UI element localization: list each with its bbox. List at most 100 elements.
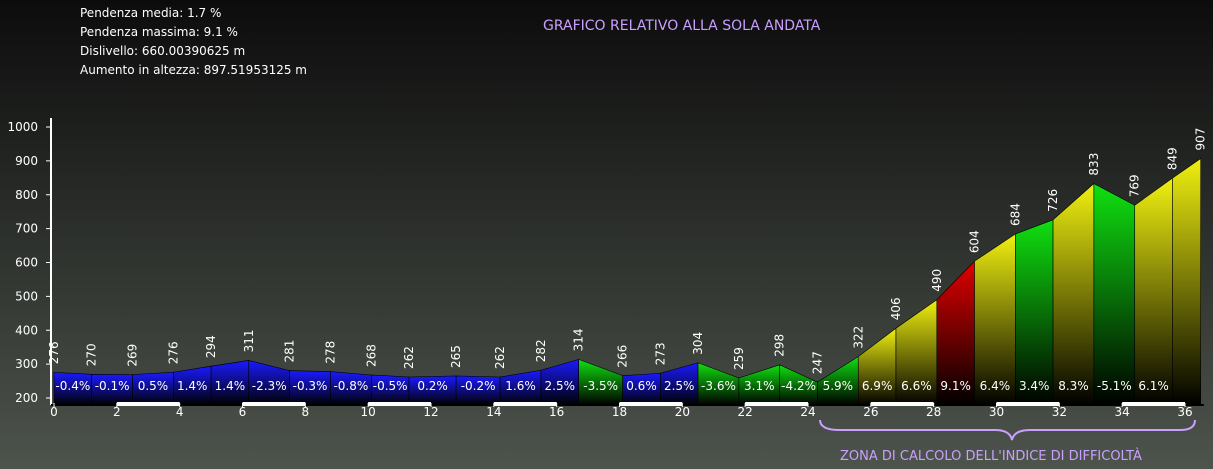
y-tick-label: 300: [15, 357, 38, 371]
elevation-label: 276: [47, 341, 61, 364]
elevation-label: 270: [85, 343, 99, 366]
y-tick-label: 400: [15, 323, 38, 337]
elevation-label: 769: [1128, 174, 1142, 197]
info-line: Pendenza massima: 9.1 %: [80, 25, 238, 39]
axis-band: [368, 402, 431, 406]
gradient-label: -0.4%: [55, 379, 90, 393]
elevation-label: 849: [1165, 147, 1179, 170]
elevation-label: 247: [810, 351, 824, 374]
profile-segment: [1015, 219, 1054, 406]
x-tick-label: 36: [1177, 405, 1192, 419]
x-tick-label: 20: [675, 405, 690, 419]
info-line: Aumento in altezza: 897.51953125 m: [80, 63, 307, 77]
profile-segment: [1134, 177, 1173, 406]
elevation-label: 304: [691, 332, 705, 355]
elevation-label: 262: [493, 346, 507, 369]
gradient-label: 6.6%: [901, 379, 932, 393]
x-tick-label: 28: [926, 405, 941, 419]
gradient-label: 0.5%: [138, 379, 169, 393]
annotation: ZONA DI CALCOLO DELL'INDICE DI DIFFICOLT…: [840, 448, 1142, 464]
elevation-label: 266: [616, 345, 630, 368]
elevation-label: 294: [204, 335, 218, 358]
y-tick-label: 900: [15, 154, 38, 168]
profile-segment: [1093, 183, 1136, 406]
info-line: Pendenza media: 1.7 %: [80, 6, 221, 20]
axis-band: [870, 402, 934, 406]
gradient-label: 1.4%: [177, 379, 208, 393]
axis-band: [116, 402, 180, 406]
x-tick-label: 26: [863, 405, 878, 419]
y-tick-label: 1000: [7, 120, 38, 134]
gradient-label: -0.8%: [333, 379, 368, 393]
x-tick-label: 24: [800, 405, 815, 419]
x-tick-label: 22: [738, 405, 753, 419]
elevation-label: 273: [653, 342, 667, 365]
gradient-label: 2.5%: [545, 379, 576, 393]
gradient-label: -0.3%: [293, 379, 328, 393]
x-tick-label: 10: [361, 405, 376, 419]
elevation-label: 268: [364, 344, 378, 367]
x-tick-label: 2: [113, 405, 121, 419]
elevation-label: 282: [534, 339, 548, 362]
elevation-label: 265: [449, 345, 463, 368]
elevation-label: 314: [572, 328, 586, 351]
elevation-label: 311: [242, 329, 256, 352]
chart-title: GRAFICO RELATIVO ALLA SOLA ANDATA: [543, 18, 821, 34]
elevation-label: 490: [930, 269, 944, 292]
y-tick-label: 700: [15, 222, 38, 236]
x-tick-label: 16: [549, 405, 564, 419]
y-tick-label: 200: [15, 391, 38, 405]
x-tick-label: 30: [989, 405, 1004, 419]
elevation-label: 322: [851, 326, 865, 349]
y-tick-label: 800: [15, 188, 38, 202]
gradient-label: -0.1%: [95, 379, 130, 393]
elevation-label: 298: [773, 334, 787, 357]
gradient-label: 6.9%: [862, 379, 893, 393]
elevation-label: 278: [323, 341, 337, 364]
x-tick-label: 18: [612, 405, 627, 419]
elevation-label: 276: [166, 341, 180, 364]
gradient-label: 5.9%: [823, 379, 854, 393]
gradient-label: 1.4%: [215, 379, 246, 393]
gradient-label: 6.4%: [980, 379, 1011, 393]
elevation-label: 262: [402, 346, 416, 369]
info-line: Dislivello: 660.00390625 m: [80, 44, 245, 58]
gradient-label: 6.1%: [1138, 379, 1169, 393]
gradient-label: -2.3%: [252, 379, 287, 393]
x-tick-label: 34: [1115, 405, 1130, 419]
gradient-label: 3.1%: [744, 379, 775, 393]
y-tick-label: 600: [15, 256, 38, 270]
x-tick-label: 12: [423, 405, 438, 419]
profile-segment: [1052, 182, 1095, 406]
gradient-label: 2.5%: [664, 379, 695, 393]
x-tick-label: 0: [50, 405, 58, 419]
axis-band: [493, 402, 557, 406]
x-tick-label: 6: [239, 405, 247, 419]
axis-band: [619, 402, 683, 406]
elevation-label: 269: [126, 344, 140, 367]
elevation-label: 684: [1008, 203, 1022, 226]
elevation-label: 281: [283, 340, 297, 363]
x-tick-label: 32: [1052, 405, 1067, 419]
gradient-label: 0.2%: [417, 379, 448, 393]
gradient-label: 0.6%: [626, 379, 657, 393]
elevation-label: 406: [889, 297, 903, 320]
gradient-label: -5.1%: [1097, 379, 1132, 393]
axis-band: [242, 402, 306, 406]
profile-segment: [1172, 157, 1202, 406]
gradient-label: 9.1%: [940, 379, 971, 393]
zone-brace: [819, 419, 1196, 441]
gradient-label: -0.5%: [373, 379, 408, 393]
gradient-label: -4.2%: [781, 379, 816, 393]
elevation-label: 604: [968, 230, 982, 253]
elevation-label: 726: [1046, 189, 1060, 212]
y-tick-label: 500: [15, 289, 38, 303]
x-tick-label: 14: [486, 405, 501, 419]
gradient-label: -0.2%: [461, 379, 496, 393]
gradient-label: 8.3%: [1058, 379, 1089, 393]
axis-band: [1122, 402, 1185, 406]
axis-band: [745, 402, 808, 406]
axis-band: [996, 402, 1060, 406]
